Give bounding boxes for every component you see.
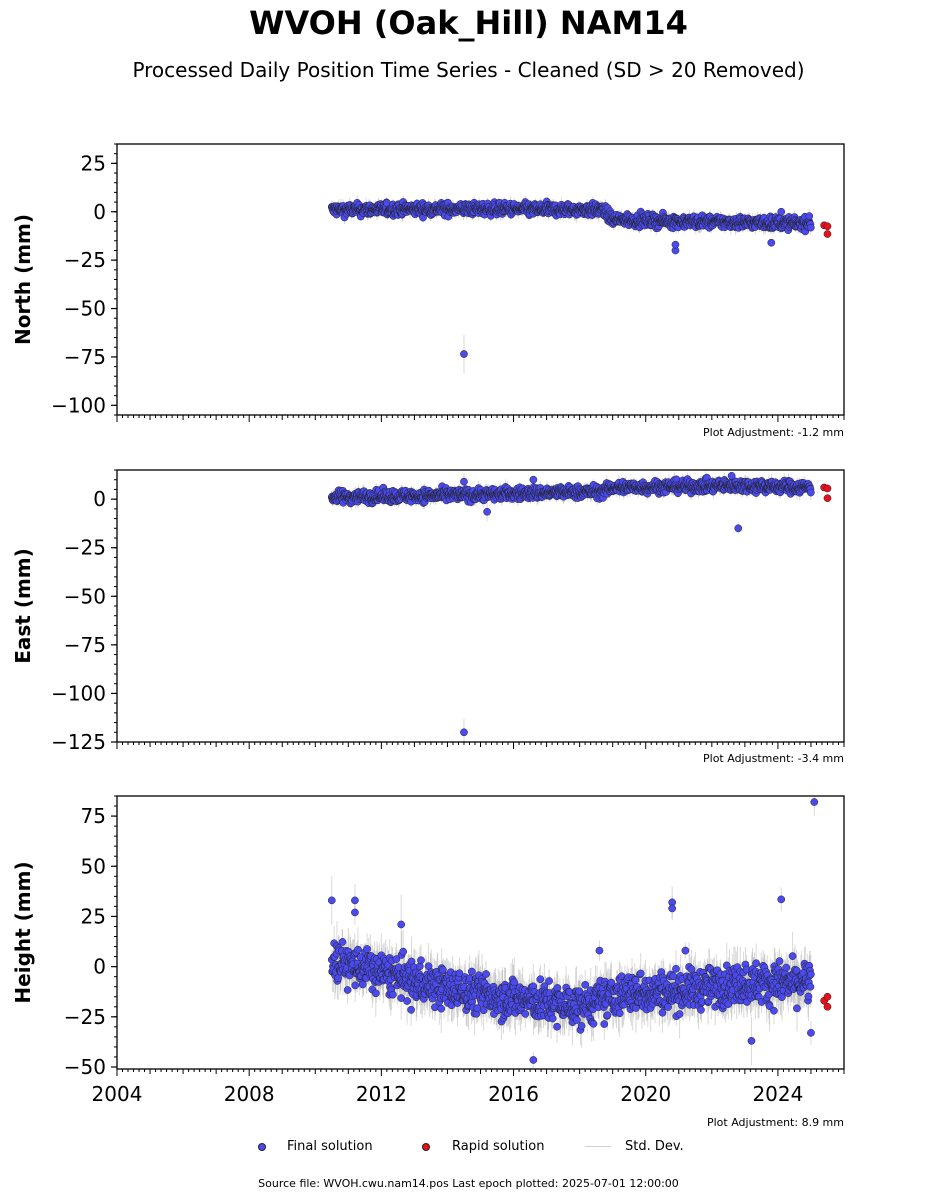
rapid-point bbox=[823, 230, 832, 238]
plot-adjustment-label: Plot Adjustment: -1.2 mm bbox=[703, 426, 844, 439]
final-point bbox=[671, 240, 680, 249]
y-tick-label: −75 bbox=[64, 345, 106, 369]
final-point bbox=[805, 212, 814, 220]
y-tick-label: −25 bbox=[64, 248, 106, 272]
rapid-point bbox=[823, 222, 832, 231]
y-tick-label: −100 bbox=[51, 393, 106, 417]
chart-title: WVOH (Oak_Hill) NAM14 bbox=[249, 4, 688, 42]
final-point bbox=[806, 223, 815, 232]
final-points bbox=[327, 471, 815, 737]
final-point bbox=[777, 207, 786, 216]
plot-frame bbox=[116, 143, 845, 416]
final-point bbox=[460, 350, 468, 358]
y-tick-label: 0 bbox=[93, 200, 106, 224]
final-points bbox=[327, 197, 815, 358]
plot-panel-1: 25 0 −25 −50 −75 −100 North (mm) Plot Adjustmen… bbox=[11, 143, 845, 439]
final-point bbox=[767, 238, 776, 247]
error-bars bbox=[331, 471, 812, 742]
y-axis-label: North (mm) bbox=[11, 214, 35, 345]
y-tick-label: −50 bbox=[64, 297, 106, 321]
chart-subtitle: Processed Daily Position Time Series - C… bbox=[132, 58, 805, 82]
rapid-points bbox=[820, 221, 832, 238]
y-tick-label: 25 bbox=[81, 151, 106, 175]
